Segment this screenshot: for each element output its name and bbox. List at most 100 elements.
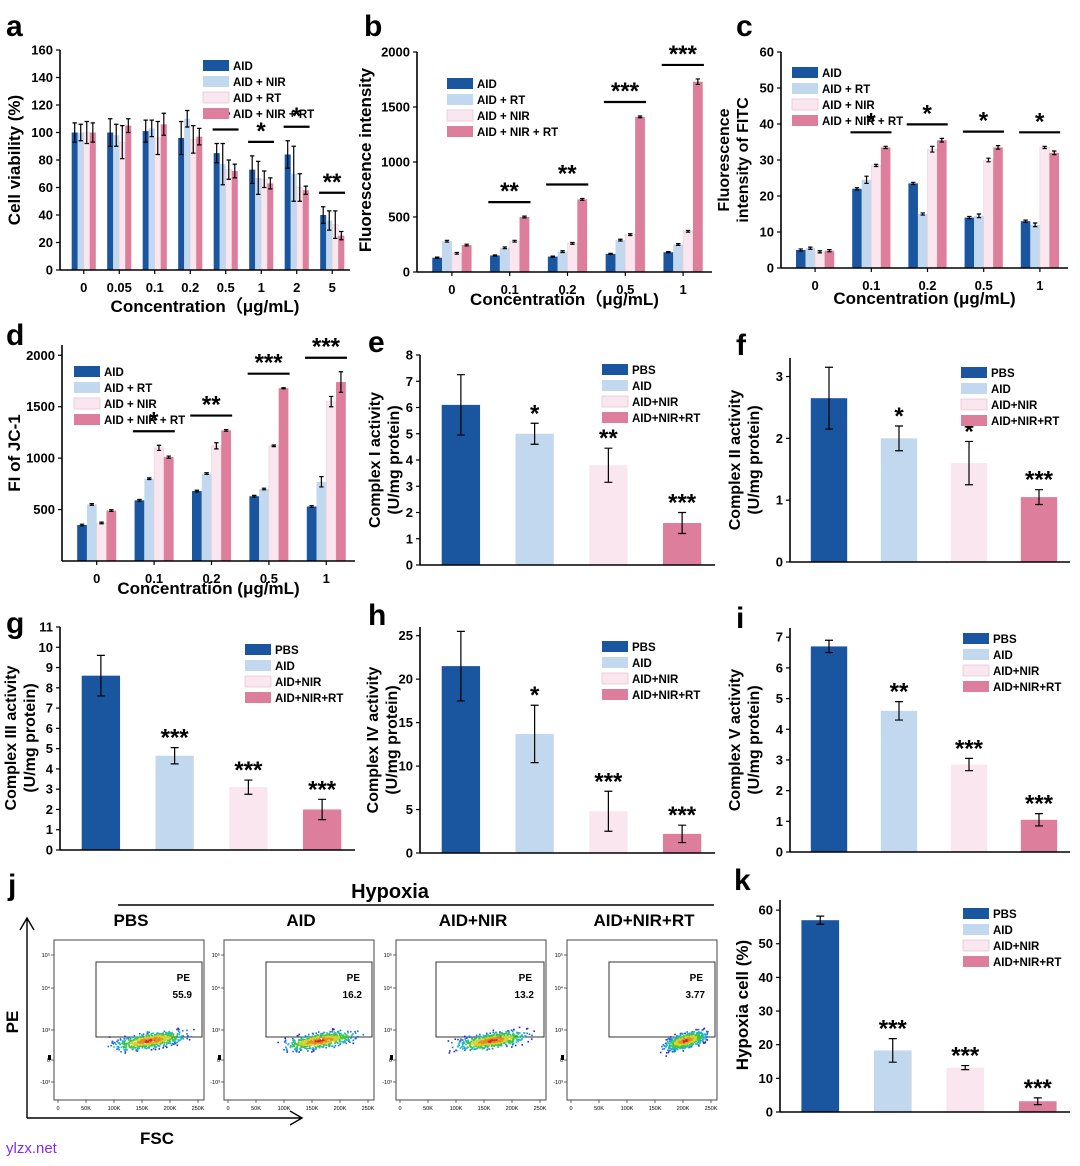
error-bar [143, 119, 148, 143]
y-tick-label: 1 [406, 531, 413, 546]
legend-swatch [963, 681, 989, 692]
bar [284, 154, 291, 270]
flow-x-tick: 50K [81, 1106, 91, 1112]
error-bar [96, 654, 105, 697]
y-tick-label: 8 [406, 348, 413, 363]
legend-swatch [602, 380, 628, 391]
legend-swatch [791, 98, 819, 111]
bar [861, 179, 872, 268]
bar [673, 244, 684, 272]
flow-x-tick: 250K [192, 1106, 205, 1112]
error-bar [825, 366, 833, 430]
flow-y-tick: 10⁴ [212, 985, 221, 992]
error-bar [281, 387, 286, 390]
legend-label: AID [104, 367, 124, 379]
gate-label: PE [519, 973, 533, 984]
y-tick-label: 20 [759, 1037, 773, 1052]
chart-k: *** *** *** 0 10 20 30 40 50 60 k Hypoxia cell (%) P… [733, 864, 1070, 1120]
y-tick-label: 1500 [26, 399, 55, 414]
bar [290, 173, 297, 270]
panel-letter: h [368, 599, 386, 632]
legend-swatch [602, 364, 628, 375]
y-tick-label: 40 [759, 970, 773, 985]
y-tick-label: 2 [46, 802, 53, 817]
chart-a: 00.050.10.20.5125*****020406080100120140… [5, 10, 350, 316]
error-bar [827, 249, 832, 253]
flow-y-tick: -10³ [210, 1080, 220, 1086]
bar [499, 247, 510, 272]
y-arrow-icon [19, 916, 35, 1118]
legend-label: AID+NIR [993, 941, 1040, 953]
legend-label: AID+NIR [993, 666, 1040, 678]
x-tick-label: 0.2 [918, 278, 936, 293]
y-tick-label: 7 [776, 630, 783, 645]
flow-y-tick: 10⁵ [212, 952, 220, 959]
bar [1020, 497, 1058, 562]
y-tick-label: 6 [776, 660, 783, 675]
error-bar [109, 509, 114, 513]
bar [71, 132, 78, 270]
legend-swatch [446, 109, 474, 122]
flow-group-label: AID+NIR+RT [593, 911, 695, 930]
bar [1030, 224, 1040, 268]
legend-label: AID+NIR+RT [993, 957, 1061, 969]
bar [196, 136, 203, 270]
scatter-cloud [107, 1027, 195, 1054]
legend-label: AID + RT [104, 383, 152, 395]
significance-mark: *** [161, 725, 190, 752]
bar [509, 240, 520, 273]
error-bar [285, 140, 290, 169]
flow-x-tick: 0 [56, 1106, 59, 1112]
significance-mark: * [923, 100, 933, 127]
y-axis-label: Cell viability (%) [5, 95, 24, 225]
flow-x-tick: 200K [334, 1106, 347, 1112]
error-bar [318, 798, 327, 821]
significance-mark: ** [558, 161, 577, 188]
error-bar [220, 142, 225, 186]
error-bar [137, 498, 142, 502]
flow-x-tick: 100K [621, 1106, 634, 1112]
bar [326, 220, 333, 270]
bar [89, 132, 96, 270]
error-bar [303, 185, 309, 195]
flow-y-tick: -10³ [40, 1080, 50, 1086]
error-bar [895, 701, 903, 721]
y-tick-label: 5 [776, 691, 783, 706]
flow-x-tick: 0 [569, 1106, 572, 1112]
bar [908, 183, 918, 268]
x-axis-label: Concentration（μg/mL) [470, 289, 659, 309]
flow-x-tick: 0 [226, 1106, 229, 1112]
bar [178, 138, 185, 270]
error-bar [319, 476, 324, 488]
plot-frame [53, 939, 205, 1101]
flow-plot: AID+NIR+RT 10⁵ 10⁴ 10³ 0 -10³ 0 50K 100K 150K 200K… [553, 911, 718, 1112]
gate-label: PE [177, 973, 191, 984]
x-tick-label: 0.5 [260, 571, 278, 586]
legend-swatch [73, 397, 101, 410]
error-bar [271, 444, 276, 448]
error-bar [580, 197, 585, 201]
bar [852, 188, 862, 268]
legend-swatch [447, 94, 473, 105]
y-tick-label: 140 [31, 70, 53, 85]
bar [490, 255, 500, 272]
legend-swatch [245, 644, 271, 655]
legend-label: PBS [632, 642, 656, 654]
legend-label: AID [632, 381, 652, 393]
y-tick-label: 0 [776, 845, 783, 860]
bar [154, 137, 162, 271]
legend-label: AID+NIR+RT [991, 416, 1059, 428]
significance-mark: *** [611, 78, 640, 105]
flow-x-tick: 150K [649, 1106, 662, 1112]
panel-letter: g [6, 607, 24, 640]
flow-plot: AID+NIR 10⁵ 10⁴ 10³ 0 -10³ 0 50K 100K 150K 200K 250… [382, 911, 547, 1112]
bar [983, 159, 994, 269]
error-bar [1035, 489, 1043, 506]
legend-label: PBS [993, 634, 1017, 646]
panel-letter: e [368, 326, 385, 359]
error-bar [185, 109, 190, 128]
y-tick-label: 10 [760, 225, 774, 240]
error-bar [226, 159, 231, 180]
bar [325, 401, 337, 562]
